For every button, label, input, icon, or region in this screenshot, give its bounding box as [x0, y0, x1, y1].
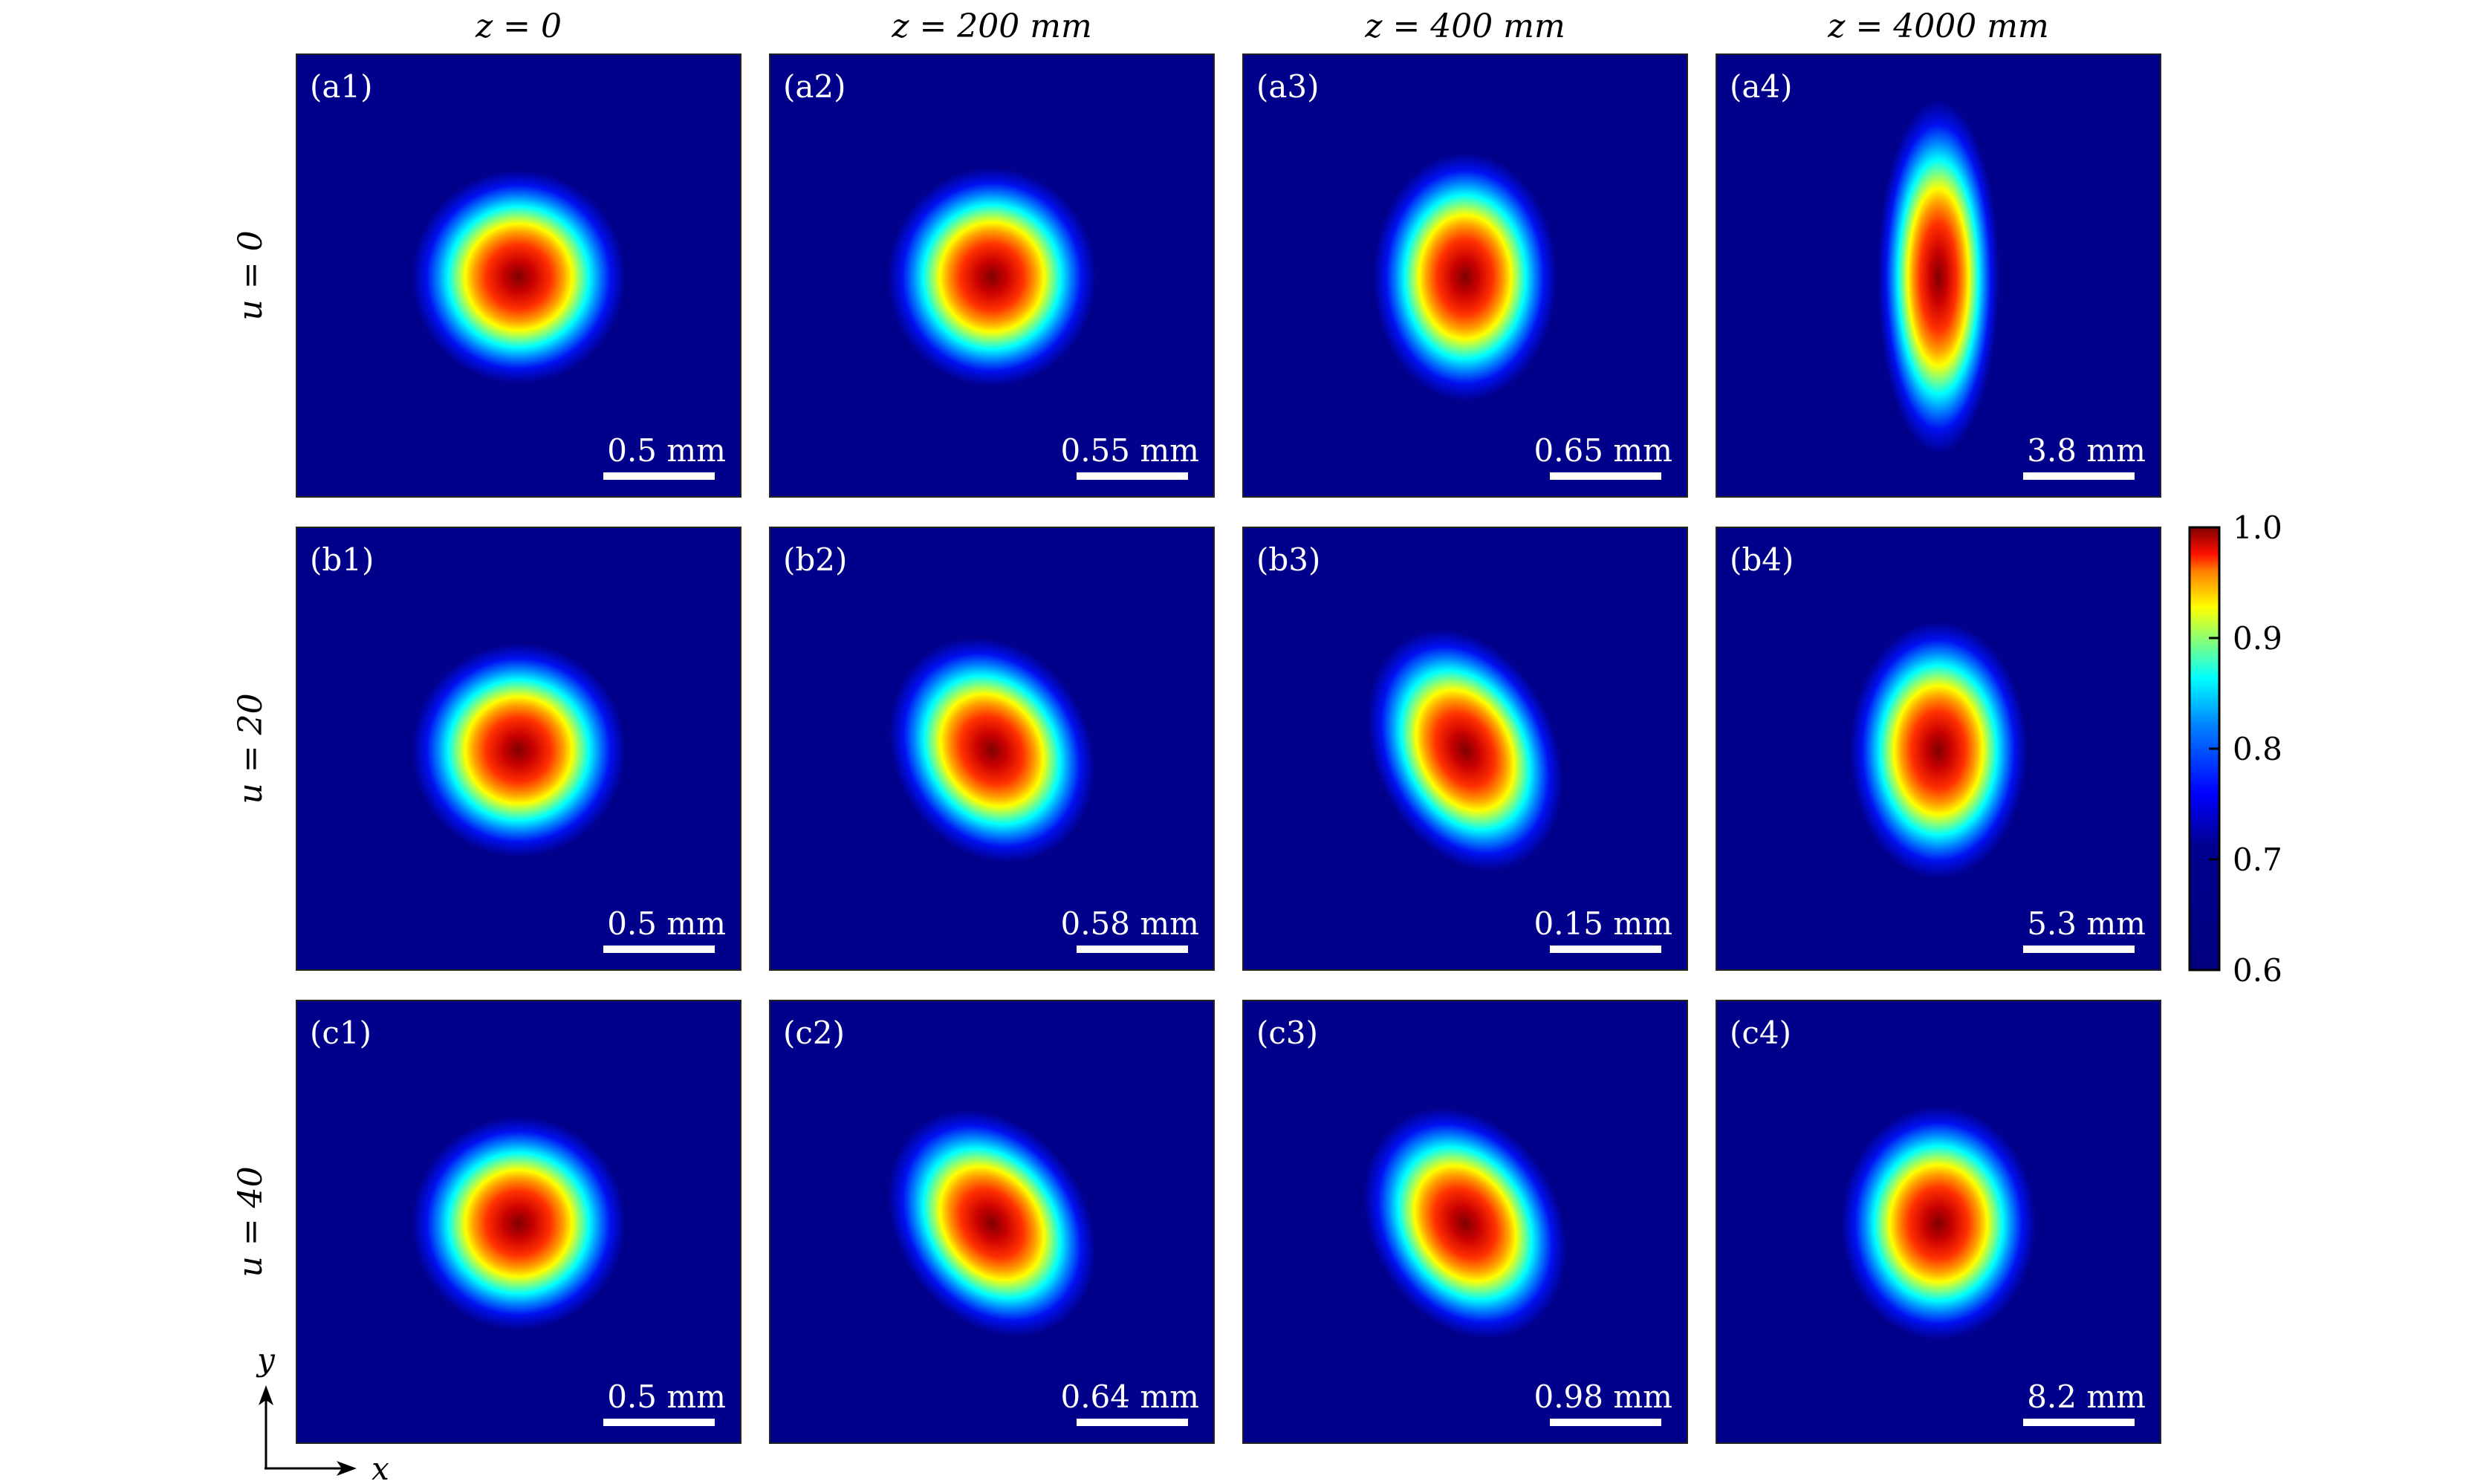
- intensity-spot: [1840, 1106, 2036, 1341]
- intensity-spot: [1373, 152, 1557, 402]
- panel-label: (c2): [783, 1015, 845, 1051]
- scale-bar-label: 0.65 mm: [1534, 432, 1672, 469]
- scale-bar-label: 0.55 mm: [1060, 432, 1199, 469]
- panel-label: (c3): [1256, 1015, 1318, 1051]
- panel-label: (a3): [1256, 68, 1320, 105]
- scale-bar-label: 0.58 mm: [1060, 905, 1199, 942]
- scale-bar: [603, 1419, 715, 1426]
- scale-bar-label: 0.5 mm: [607, 432, 726, 469]
- scale-bar: [603, 946, 715, 953]
- panel-label: (a1): [310, 68, 373, 105]
- intensity-spot: [412, 1116, 626, 1330]
- panel-a1: (a1) 0.5 mm: [296, 53, 741, 498]
- panel-label: (c1): [310, 1015, 371, 1051]
- colorbar-tick-label: 0.7: [2233, 842, 2282, 878]
- panel-label: (b3): [1256, 541, 1320, 578]
- scale-bar-label: 0.5 mm: [607, 1379, 726, 1415]
- intensity-spot: [1849, 621, 2028, 879]
- panel-b4: (b4) 5.3 mm: [1716, 527, 2161, 971]
- column-header: z = 200 mm: [891, 7, 1091, 45]
- x-arrow-head-icon: [337, 1461, 357, 1476]
- row-header: u = 0: [232, 230, 270, 320]
- intensity-spot: [888, 1110, 1096, 1337]
- scale-bar-label: 3.8 mm: [2027, 432, 2146, 469]
- panel-c2: (c2) 0.64 mm: [769, 1000, 1215, 1444]
- y-axis-label: y: [256, 1341, 276, 1378]
- scale-bar: [603, 472, 715, 480]
- x-axis-label: x: [371, 1451, 389, 1484]
- scale-bar: [1077, 472, 1188, 480]
- scale-bar-label: 5.3 mm: [2027, 905, 2146, 942]
- panel-label: (a2): [783, 68, 846, 105]
- panel-label: (b4): [1730, 541, 1794, 578]
- colorbar-tick-label: 0.6: [2233, 952, 2282, 989]
- colorbar-tick-label: 0.9: [2233, 620, 2282, 657]
- row-header: u = 40: [232, 1166, 270, 1277]
- panel-label: (a4): [1730, 68, 1793, 105]
- y-arrow-head-icon: [259, 1385, 273, 1405]
- panel-label: (c4): [1730, 1015, 1791, 1051]
- column-header: z = 0: [475, 7, 562, 45]
- panel-label: (b2): [783, 541, 847, 578]
- scale-bar-label: 8.2 mm: [2027, 1379, 2146, 1415]
- scale-bar-label: 0.15 mm: [1534, 905, 1672, 942]
- scale-bar: [1550, 472, 1661, 480]
- panel-b1: (b1) 0.5 mm: [296, 527, 741, 971]
- intensity-spot: [412, 170, 626, 384]
- panel-c1: (c1) 0.5 mm: [296, 1000, 741, 1444]
- panel-c3: (c3) 0.98 mm: [1242, 1000, 1688, 1444]
- scale-bar: [2023, 472, 2135, 480]
- scale-bar-label: 0.98 mm: [1534, 1379, 1672, 1415]
- scale-bar: [1077, 1419, 1188, 1426]
- scale-bar-label: 0.64 mm: [1060, 1379, 1199, 1415]
- intensity-spot: [1878, 100, 1999, 455]
- scale-bar-label: 0.5 mm: [607, 905, 726, 942]
- panel-a3: (a3) 0.65 mm: [1242, 53, 1688, 498]
- scale-bar: [2023, 946, 2135, 953]
- scale-bar: [1077, 946, 1188, 953]
- panel-b3: (b3) 0.15 mm: [1242, 527, 1688, 971]
- scale-bar: [1550, 1419, 1661, 1426]
- intensity-spot: [887, 167, 1097, 387]
- scale-bar: [1550, 946, 1661, 953]
- scale-bar: [2023, 1419, 2135, 1426]
- colorbar-tick-label: 1.0: [2233, 510, 2282, 546]
- intensity-spot: [889, 637, 1095, 863]
- panel-label: (b1): [310, 541, 374, 578]
- panel-c4: (c4) 8.2 mm: [1716, 1000, 2161, 1444]
- intensity-spot: [1367, 629, 1563, 871]
- panel-a4: (a4) 3.8 mm: [1716, 53, 2161, 498]
- column-header: z = 400 mm: [1364, 7, 1565, 45]
- intensity-spot: [1363, 1107, 1567, 1339]
- row-header: u = 20: [232, 693, 270, 804]
- intensity-spot: [412, 643, 626, 857]
- column-header: z = 4000 mm: [1827, 7, 2048, 45]
- panel-b2: (b2) 0.58 mm: [769, 527, 1215, 971]
- panel-a2: (a2) 0.55 mm: [769, 53, 1215, 498]
- colorbar-tick-label: 0.8: [2233, 731, 2282, 767]
